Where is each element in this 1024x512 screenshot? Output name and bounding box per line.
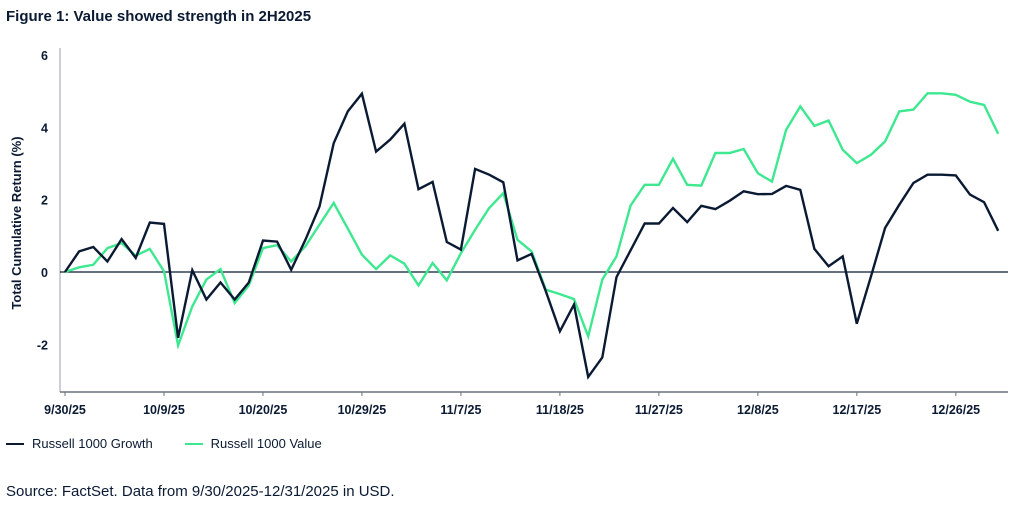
x-tick-label: 11/18/25 <box>536 403 584 417</box>
line-chart: -2 0 2 4 6 Total Cumulative Return (%) 9/30/… <box>9 48 1008 417</box>
x-tick-label: 12/8/25 <box>737 403 779 417</box>
x-tick-label: 12/26/25 <box>931 403 980 417</box>
x-tick-label: 10/9/25 <box>143 403 185 417</box>
x-tick-label: 9/30/25 <box>44 403 86 417</box>
y-tick-label: 6 <box>41 49 48 63</box>
legend-item-growth: Russell 1000 Growth <box>6 436 153 451</box>
series-line-russell-1000-growth <box>64 91 1000 380</box>
legend-item-value: Russell 1000 Value <box>184 436 322 451</box>
x-tick-label: 10/29/25 <box>338 403 387 417</box>
legend-label-growth: Russell 1000 Growth <box>32 436 153 451</box>
series-line-russell-1000-value <box>64 92 1000 350</box>
x-tick-label: 10/20/25 <box>239 403 288 417</box>
y-axis-label: Total Cumulative Return (%) <box>9 136 24 309</box>
legend-label-value: Russell 1000 Value <box>210 436 322 451</box>
x-tick-label: 11/7/25 <box>440 403 481 417</box>
legend-swatch-growth <box>6 442 24 445</box>
legend: Russell 1000 Growth Russell 1000 Value <box>6 436 322 451</box>
legend-swatch-value <box>184 442 203 445</box>
source-note: Source: FactSet. Data from 9/30/2025-12/… <box>6 483 395 500</box>
x-tick-label: 11/27/25 <box>635 403 683 417</box>
y-tick-label: 2 <box>41 194 48 208</box>
chart-title: Figure 1: Value showed strength in 2H202… <box>6 8 312 25</box>
y-tick-label: 4 <box>41 121 48 135</box>
x-tick-label: 12/17/25 <box>833 403 882 417</box>
y-tick-label: -2 <box>37 338 48 352</box>
y-tick-label: 0 <box>41 266 48 280</box>
